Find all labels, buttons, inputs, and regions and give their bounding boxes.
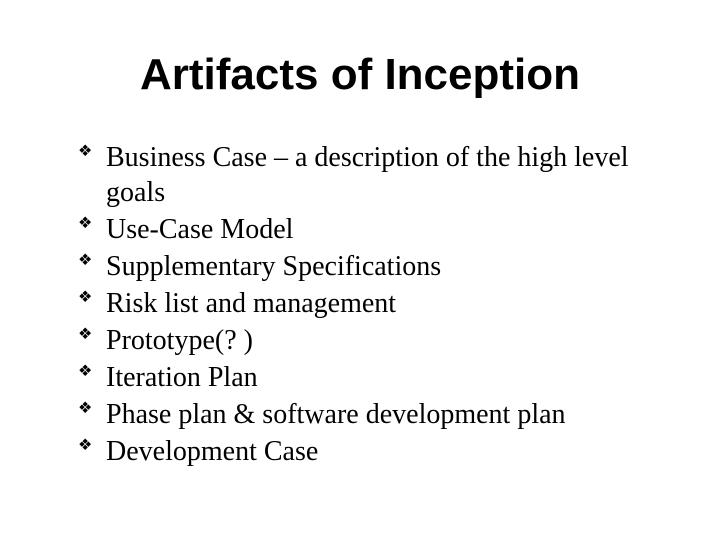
- list-item: Use-Case Model: [78, 212, 660, 247]
- list-item: Supplementary Specifications: [78, 249, 660, 284]
- list-item: Business Case – a description of the hig…: [78, 140, 660, 210]
- bullet-list: Business Case – a description of the hig…: [60, 140, 660, 469]
- list-item: Iteration Plan: [78, 360, 660, 395]
- slide-container: Artifacts of Inception Business Case – a…: [0, 0, 720, 540]
- list-item: Risk list and management: [78, 286, 660, 321]
- list-item: Development Case: [78, 434, 660, 469]
- slide-title: Artifacts of Inception: [60, 50, 660, 100]
- list-item: Prototype(? ): [78, 323, 660, 358]
- list-item: Phase plan & software development plan: [78, 397, 660, 432]
